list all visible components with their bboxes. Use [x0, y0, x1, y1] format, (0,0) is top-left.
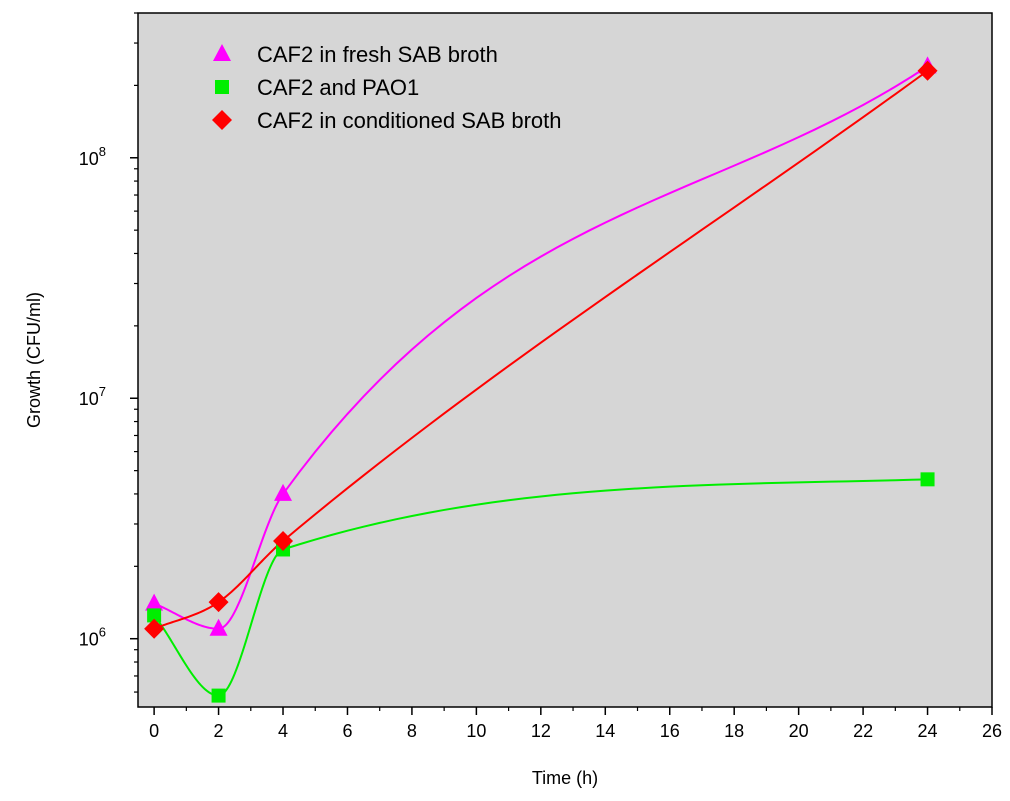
data-point-s2-1	[211, 688, 226, 703]
plot-area	[138, 13, 992, 707]
x-tick-label: 22	[853, 721, 873, 741]
data-point-s2-3	[920, 472, 935, 487]
legend-marker-2	[215, 80, 229, 94]
legend-marker-3	[212, 110, 232, 130]
series-markers	[144, 56, 938, 703]
y-tick-label: 108	[79, 144, 106, 169]
series-line-2	[153, 478, 928, 697]
data-point-s1-2	[274, 483, 293, 501]
x-tick-label: 6	[342, 721, 352, 741]
x-tick-label: 16	[660, 721, 680, 741]
series-line-3	[153, 69, 929, 630]
x-tick-label: 26	[982, 721, 1002, 741]
data-point-s3-3	[917, 60, 938, 81]
y-tick-label: 106	[79, 625, 106, 650]
x-axis-title: Time (h)	[532, 768, 598, 788]
series-curves	[153, 65, 929, 697]
legend-label-1: CAF2 in fresh SAB broth	[257, 42, 498, 67]
legend: CAF2 in fresh SAB broth CAF2 and PAO1 CAF2…	[212, 42, 562, 133]
x-tick-label: 18	[724, 721, 744, 741]
legend-marker-1	[213, 44, 231, 61]
legend-label-2: CAF2 and PAO1	[257, 75, 419, 100]
data-point-s3-0	[144, 618, 165, 639]
x-tick-label: 8	[407, 721, 417, 741]
x-tick-label: 24	[918, 721, 938, 741]
plot-frame	[137, 12, 993, 708]
data-point-s3-2	[273, 530, 294, 551]
y-tick-label: 107	[79, 384, 106, 409]
x-tick-label: 10	[466, 721, 486, 741]
data-point-s1-0	[145, 593, 164, 611]
x-tick-label: 20	[789, 721, 809, 741]
x-tick-label: 14	[595, 721, 615, 741]
legend-label-3: CAF2 in conditioned SAB broth	[257, 108, 562, 133]
y-axis-title: Growth (CFU/ml)	[24, 292, 44, 428]
x-tick-label: 2	[214, 721, 224, 741]
x-tick-label: 4	[278, 721, 288, 741]
x-tick-label: 0	[149, 721, 159, 741]
data-point-s3-1	[208, 592, 229, 613]
data-point-s1-1	[209, 618, 228, 636]
x-tick-label: 12	[531, 721, 551, 741]
data-point-s2-0	[147, 608, 162, 623]
